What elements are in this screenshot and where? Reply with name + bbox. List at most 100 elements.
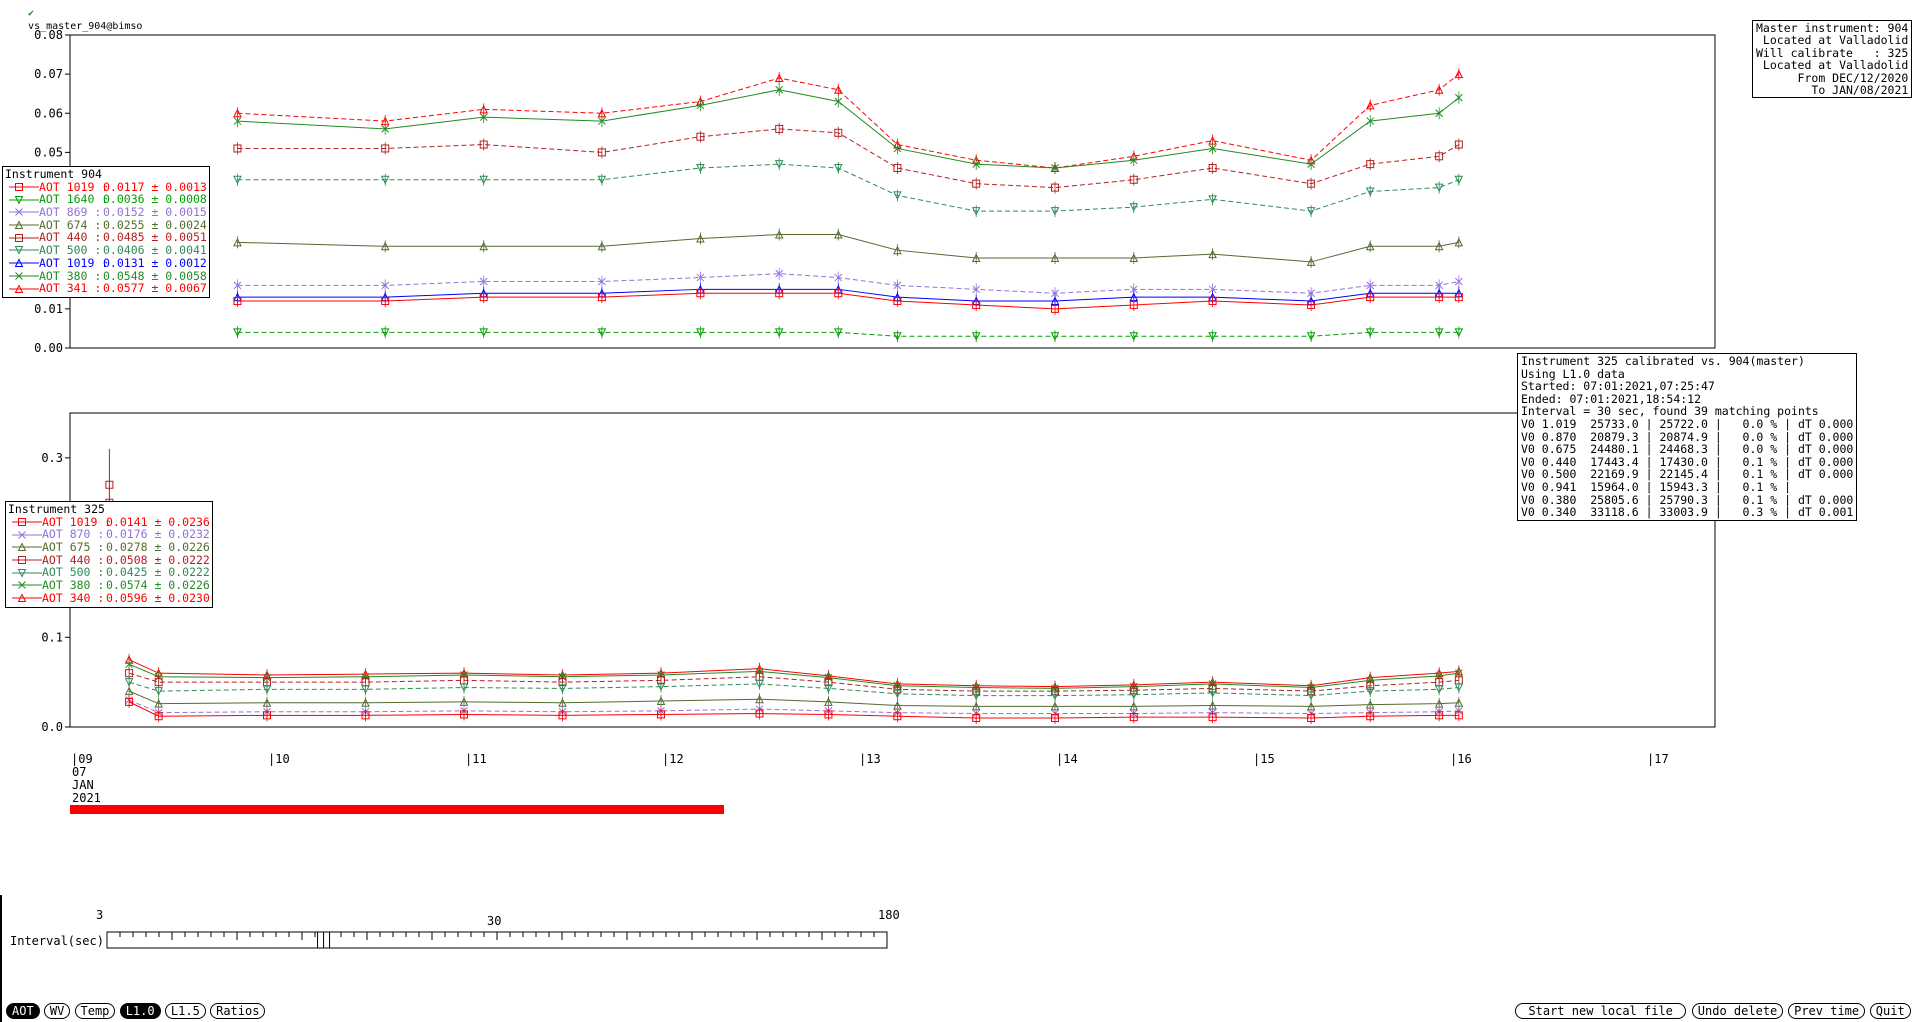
margin-bar xyxy=(0,895,2,1022)
legend-item: AOT 440 :0.0485 ± 0.0051 xyxy=(5,231,207,244)
series-line xyxy=(128,681,1459,697)
interval-mid-label: 30 xyxy=(487,914,502,928)
data-point xyxy=(1454,175,1464,185)
data-point xyxy=(755,694,764,704)
legend-item: AOT 500 :0.0425 ± 0.0222 xyxy=(8,566,210,579)
x-date-label: JAN xyxy=(72,778,94,792)
calibration-results-box: Instrument 325 calibrated vs. 904(master… xyxy=(1517,353,1858,521)
series-line xyxy=(237,73,1460,169)
button-quit[interactable]: Quit xyxy=(1869,1003,1911,1019)
data-point xyxy=(1365,328,1375,337)
plot-instrument-904[interactable]: 0.000.010.020.030.040.050.060.070.08 xyxy=(34,28,1716,355)
data-point xyxy=(1208,285,1217,294)
series-line xyxy=(128,659,1459,688)
window-title-text: vs_master_904@bimso xyxy=(28,21,143,32)
legend-marker xyxy=(15,208,23,217)
tri-up-marker-icon xyxy=(5,219,39,231)
interval-label: Interval(sec) xyxy=(10,934,104,948)
data-point xyxy=(893,191,902,201)
series-line xyxy=(128,701,1459,719)
button-prev-time[interactable]: Prev time xyxy=(1788,1003,1866,1019)
data-point xyxy=(233,297,242,306)
data-point xyxy=(893,712,902,721)
data-point xyxy=(1129,285,1138,294)
legend-series-value: 0.0577 ± 0.0067 xyxy=(103,281,207,296)
data-point xyxy=(1454,93,1463,102)
data-point xyxy=(381,144,390,153)
legend-item: AOT 1019 :0.0117 ± 0.0013 xyxy=(5,179,207,194)
y-tick-label: 0.00 xyxy=(34,341,63,355)
legend-item: AOT 1640 :0.0036 ± 0.0008 xyxy=(5,193,207,206)
x-date-label: 2021 xyxy=(72,791,101,805)
data-point xyxy=(154,712,163,721)
legend-series-name: AOT 440 : xyxy=(39,230,102,245)
x-date-label: 07 xyxy=(72,765,87,779)
data-point xyxy=(1434,328,1444,337)
legend-item: AOT 1019 :0.0141 ± 0.0236 xyxy=(8,515,210,529)
data-point xyxy=(893,164,902,173)
data-point xyxy=(1306,257,1316,266)
data-point xyxy=(696,101,705,110)
data-point xyxy=(834,128,843,137)
data-point xyxy=(1129,203,1139,212)
data-point xyxy=(1454,69,1464,79)
data-point xyxy=(971,691,981,701)
button-undo-delete[interactable]: Undo delete xyxy=(1691,1003,1784,1019)
data-point xyxy=(597,328,607,337)
outlier-point xyxy=(105,480,114,489)
x-tick-label: |17 xyxy=(1647,752,1669,766)
legend-marker xyxy=(18,556,26,565)
y-tick-label: 0.3 xyxy=(41,451,63,465)
button-start-new-local-file[interactable]: Start new local file xyxy=(1515,1003,1687,1019)
data-point xyxy=(154,687,163,696)
data-point xyxy=(233,175,242,185)
interval-max-label: 180 xyxy=(878,908,900,922)
button-ratios[interactable]: Ratios xyxy=(210,1003,266,1019)
data-point xyxy=(479,241,489,251)
button-wv[interactable]: WV xyxy=(43,1003,71,1019)
series-line xyxy=(128,699,1459,715)
data-point xyxy=(1454,669,1463,678)
data-point xyxy=(1051,289,1059,298)
data-point xyxy=(1365,241,1375,251)
legend-series-name: AOT 340 : xyxy=(42,590,105,605)
button-l1-0[interactable]: L1.0 xyxy=(119,1003,161,1019)
data-point xyxy=(1366,281,1375,290)
legend-series-value: 0.0117 ± 0.0013 xyxy=(103,179,207,194)
data-point xyxy=(1434,685,1444,694)
button-aot[interactable]: AOT xyxy=(6,1003,40,1019)
data-point xyxy=(833,164,843,173)
legend-marker xyxy=(18,530,26,539)
legend-item: AOT 870 :0.0176 ± 0.0232 xyxy=(8,528,210,541)
interval-slider[interactable] xyxy=(106,931,888,949)
plot-instrument-325[interactable]: 0.0 0.1 0.3 xyxy=(41,412,1716,734)
legend-item: AOT 341 :0.0577 ± 0.0067 xyxy=(5,282,207,295)
series-line xyxy=(237,89,1460,169)
square-marker-icon xyxy=(8,516,42,528)
data-point xyxy=(893,245,902,255)
button-temp[interactable]: Temp xyxy=(74,1003,116,1019)
y-tick-label: 0.01 xyxy=(34,302,63,316)
data-point xyxy=(1306,691,1316,701)
data-point xyxy=(263,711,271,720)
data-point xyxy=(1129,300,1138,309)
button-l1-5[interactable]: L1.5 xyxy=(164,1003,206,1019)
legend-marker xyxy=(15,233,23,242)
legend-series-name: AOT 674 : xyxy=(39,217,102,232)
data-point xyxy=(233,237,242,247)
data-point xyxy=(233,117,242,125)
data-point xyxy=(775,269,784,278)
tri-down-marker-icon xyxy=(5,244,39,256)
tri-up-marker-icon xyxy=(8,592,42,604)
data-point xyxy=(972,160,981,168)
y-tick-label: 0.05 xyxy=(34,145,63,159)
data-point xyxy=(824,710,833,719)
data-point xyxy=(380,175,390,185)
square-marker-icon xyxy=(5,181,39,193)
data-point xyxy=(479,277,488,286)
data-point xyxy=(833,85,843,94)
square-marker-icon xyxy=(8,554,42,566)
legend-series-value: 0.0508 ± 0.0222 xyxy=(106,552,210,567)
data-point xyxy=(558,711,567,720)
data-point xyxy=(775,289,784,298)
